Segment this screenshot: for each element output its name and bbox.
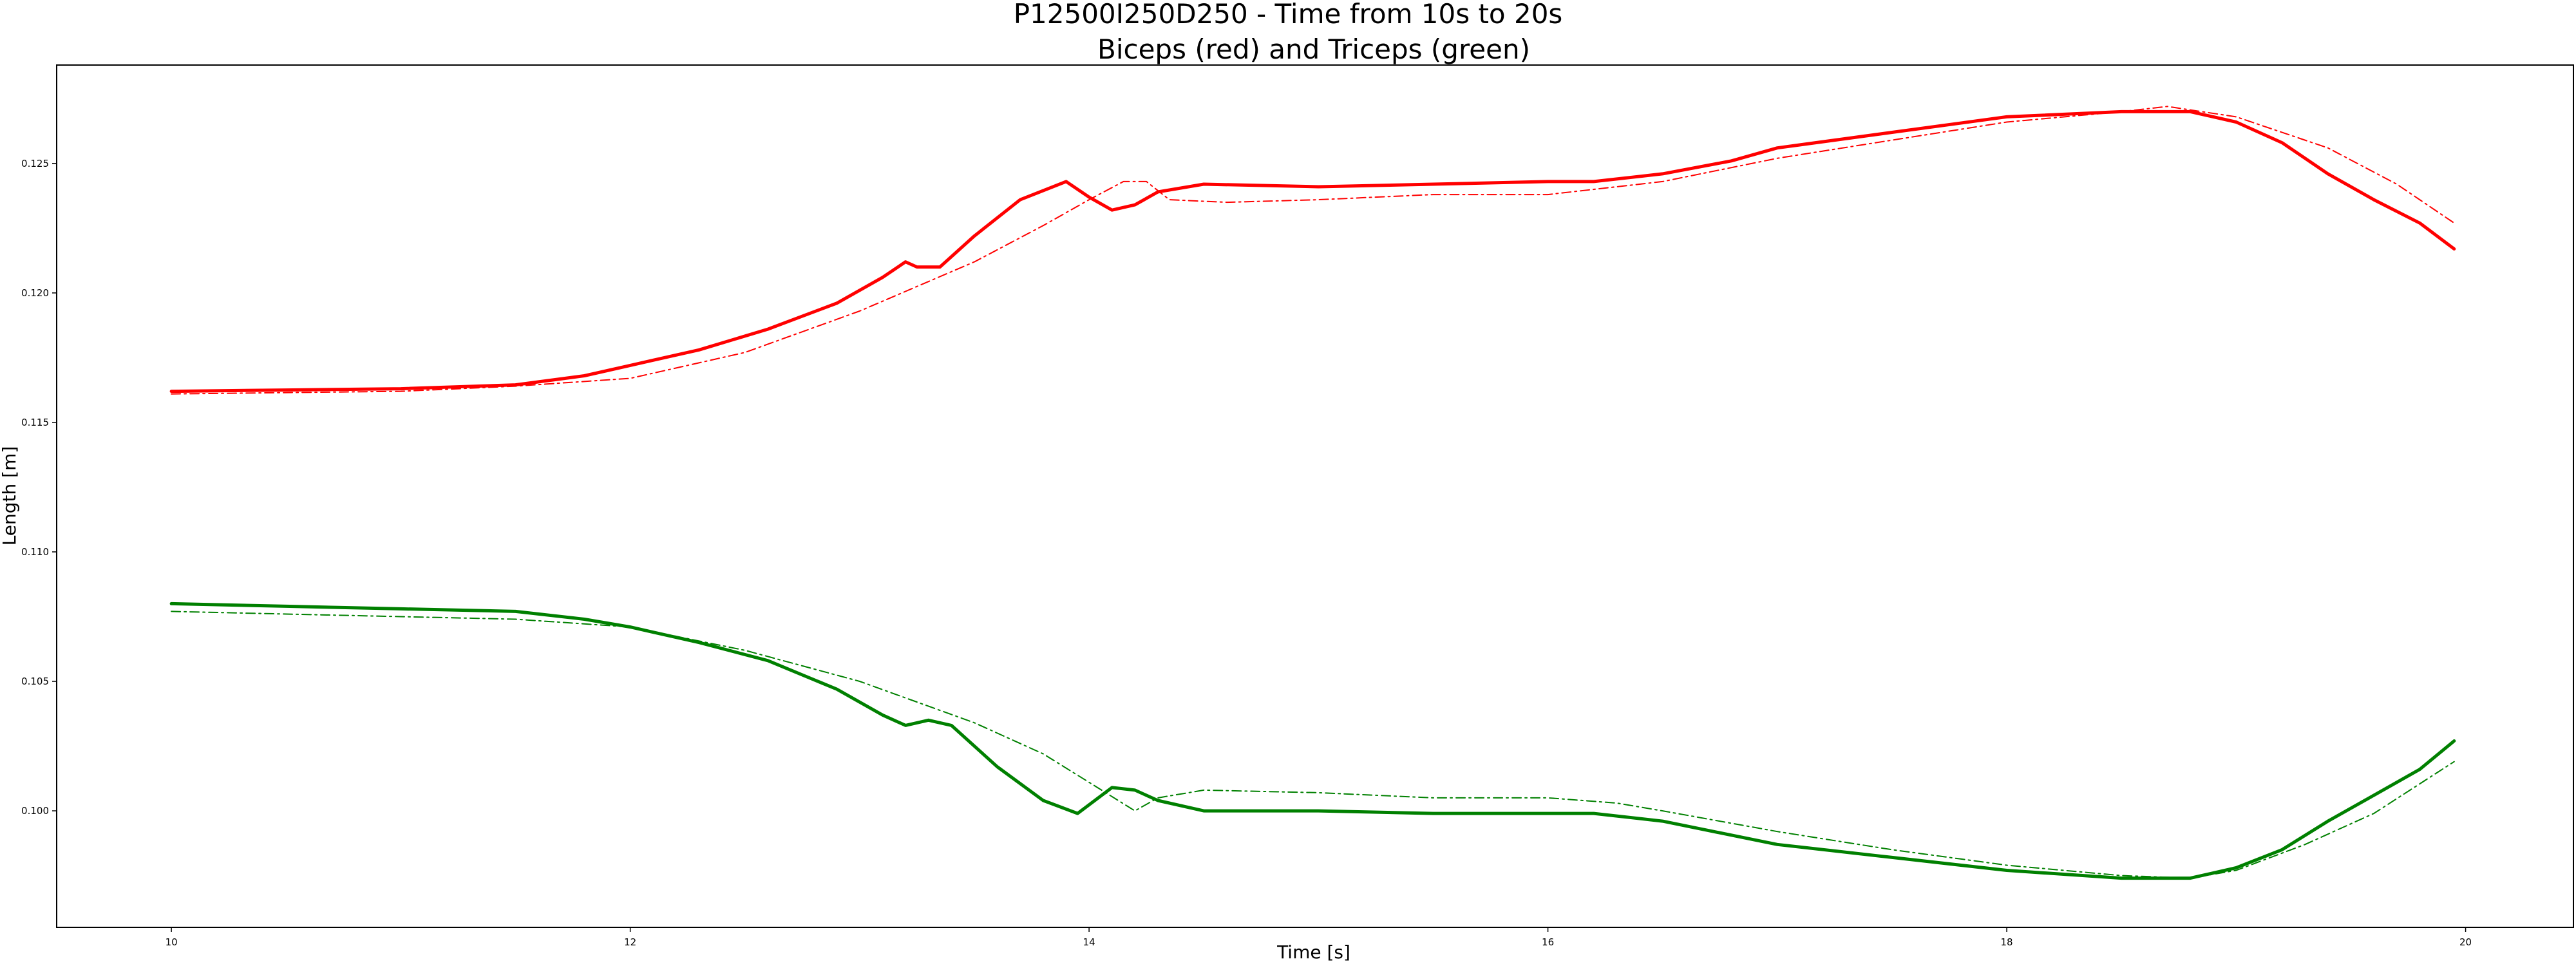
y-tick-label: 0.110 xyxy=(21,546,49,558)
x-tick-label: 14 xyxy=(1083,936,1095,948)
chart-title: P12500I250D250 - Time from 10s to 20s xyxy=(1014,0,1563,30)
y-tick-label: 0.125 xyxy=(21,158,49,169)
series-green-solid xyxy=(169,601,2456,880)
y-tick-label: 0.100 xyxy=(21,805,49,817)
axis-ticks: 10 12 14 16 18 20 0.100 0.105 0.110 0.115 0.120 0.1… xyxy=(21,158,2472,948)
y-tick-label: 0.115 xyxy=(21,417,49,428)
x-tick-label: 18 xyxy=(2001,936,2013,948)
chart-subtitle: Biceps (red) and Triceps (green) xyxy=(1097,33,1530,65)
x-axis-label: Time [s] xyxy=(1276,942,1350,963)
x-tick-label: 12 xyxy=(624,936,636,948)
series-green-dashdot xyxy=(171,611,2455,879)
x-tick-label: 10 xyxy=(166,936,178,948)
plot-area xyxy=(169,106,2456,880)
x-tick-label: 20 xyxy=(2459,936,2472,948)
y-tick-label: 0.105 xyxy=(21,676,49,687)
series-red-dashdot xyxy=(171,106,2455,395)
series-red-solid xyxy=(169,109,2456,393)
y-tick-label: 0.120 xyxy=(21,287,49,299)
y-axis-label: Length [m] xyxy=(0,446,20,546)
x-tick-label: 16 xyxy=(1542,936,1554,948)
plot-frame xyxy=(56,64,2574,928)
